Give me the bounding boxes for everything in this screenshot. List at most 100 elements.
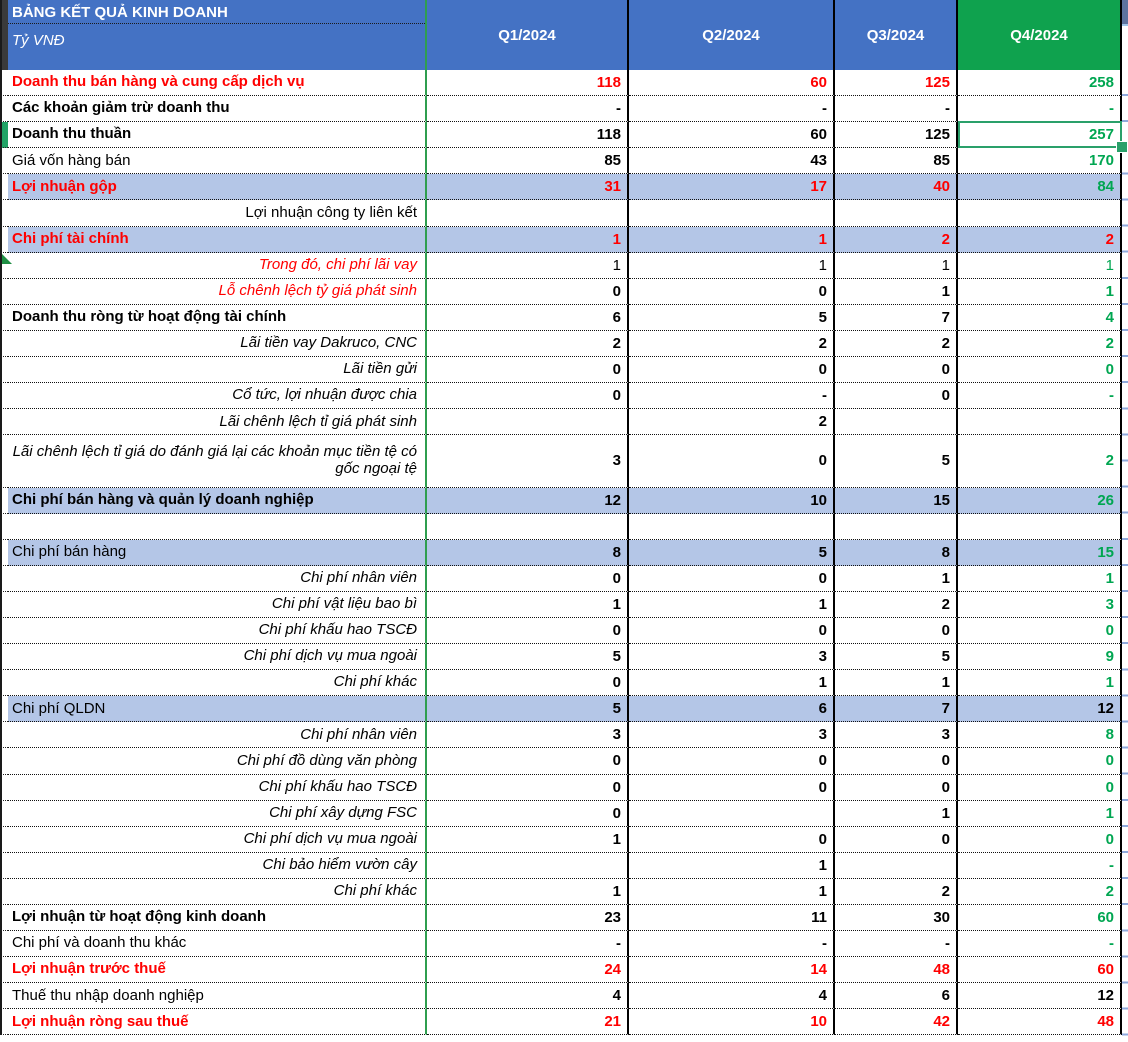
cell-q1[interactable]: 31	[427, 174, 629, 201]
cell-q4[interactable]: 0	[958, 826, 1122, 853]
cell-q2[interactable]: 10	[629, 1009, 835, 1036]
cell-q4[interactable]: -	[958, 96, 1122, 123]
cell-q3[interactable]: 40	[835, 174, 958, 201]
row-label[interactable]: Chi phí đồ dùng văn phòng	[8, 748, 427, 775]
cell-q2[interactable]: 11	[629, 905, 835, 932]
cell-q2[interactable]: 1	[629, 226, 835, 253]
row-label[interactable]: Doanh thu bán hàng và cung cấp dịch vụ	[8, 70, 427, 97]
cell-q2[interactable]: 6	[629, 696, 835, 723]
row-label[interactable]: Lãi chênh lệch tỉ giá do đánh giá lại cá…	[8, 435, 427, 488]
row-label[interactable]: Chi phí khác	[8, 670, 427, 697]
column-header-q2[interactable]: Q2/2024	[629, 0, 835, 70]
cell-q1[interactable]: 5	[427, 644, 629, 671]
cell-q4[interactable]: 15	[958, 539, 1122, 566]
row-label[interactable]: Chi phí bán hàng	[8, 539, 427, 566]
cell-q2[interactable]: 1	[629, 852, 835, 879]
cell-q3[interactable]: 2	[835, 226, 958, 253]
cell-q3[interactable]: 15	[835, 487, 958, 514]
cell-q4[interactable]: 257	[958, 121, 1128, 154]
cell-q3[interactable]: -	[835, 96, 958, 123]
cell-q3[interactable]: 0	[835, 774, 958, 801]
cell-q2[interactable]	[629, 513, 835, 540]
cell-q1[interactable]: 23	[427, 905, 629, 932]
cell-q2[interactable]: 4	[629, 983, 835, 1010]
row-label[interactable]: Lợi nhuận từ hoạt động kinh doanh	[8, 905, 427, 932]
cell-q1[interactable]: 1	[427, 826, 629, 853]
cell-q2[interactable]: 0	[629, 565, 835, 592]
cell-q2[interactable]: 5	[629, 304, 835, 331]
row-label[interactable]: Lợi nhuận gộp	[8, 174, 427, 201]
cell-q1[interactable]: 0	[427, 278, 629, 305]
cell-q1[interactable]: 0	[427, 565, 629, 592]
cell-q1[interactable]: 21	[427, 1009, 629, 1036]
cell-q2[interactable]: 17	[629, 174, 835, 201]
cell-q2[interactable]: 3	[629, 722, 835, 749]
cell-q4[interactable]: 0	[958, 748, 1122, 775]
cell-q3[interactable]	[835, 200, 958, 227]
cell-q1[interactable]: 6	[427, 304, 629, 331]
cell-q2[interactable]	[629, 800, 835, 827]
cell-q1[interactable]: 3	[427, 435, 629, 488]
cell-q2[interactable]: 1	[629, 670, 835, 697]
cell-q1[interactable]: 1	[427, 591, 629, 618]
cell-q4[interactable]: 1	[958, 252, 1122, 279]
cell-q3[interactable]: 0	[835, 826, 958, 853]
row-label[interactable]: Chi phí dịch vụ mua ngoài	[8, 826, 427, 853]
row-label[interactable]: Chi phí khấu hao TSCĐ	[8, 617, 427, 645]
row-label[interactable]: Doanh thu thuần	[8, 122, 427, 149]
row-label[interactable]: Lợi nhuận trước thuế	[8, 957, 427, 984]
cell-q4[interactable]: 1	[958, 670, 1122, 697]
cell-q3[interactable]: 5	[835, 435, 958, 488]
row-label[interactable]: Chi phí vật liệu bao bì	[8, 591, 427, 618]
cell-q4[interactable]	[958, 409, 1122, 436]
row-label[interactable]: Thuế thu nhập doanh nghiệp	[8, 983, 427, 1010]
cell-q4[interactable]	[958, 513, 1122, 540]
cell-q2[interactable]: -	[629, 383, 835, 410]
cell-q4[interactable]: -	[958, 931, 1122, 958]
cell-q2[interactable]: 0	[629, 774, 835, 801]
cell-q3[interactable]	[835, 513, 958, 540]
cell-q2[interactable]: 14	[629, 957, 835, 984]
cell-q1[interactable]: 0	[427, 357, 629, 384]
cell-q2[interactable]: 1	[629, 878, 835, 905]
cell-q1[interactable]: 118	[427, 122, 629, 149]
table-header-cell[interactable]: BẢNG KẾT QUẢ KINH DOANH Tỷ VNĐ	[8, 0, 427, 70]
cell-q3[interactable]: 125	[835, 122, 958, 149]
cell-q4[interactable]: 0	[958, 774, 1122, 801]
row-label[interactable]: Lỗ chênh lệch tỷ giá phát sinh	[8, 278, 427, 305]
row-label[interactable]: Doanh thu ròng từ hoạt động tài chính	[8, 304, 427, 331]
cell-q1[interactable]: 118	[427, 70, 629, 97]
cell-q3[interactable]: 2	[835, 878, 958, 905]
row-label[interactable]: Chi phí tài chính	[8, 226, 427, 253]
cell-q1[interactable]: 0	[427, 774, 629, 801]
cell-q2[interactable]: 2	[629, 409, 835, 436]
cell-q4[interactable]	[958, 200, 1122, 227]
cell-q1[interactable]: 85	[427, 148, 629, 175]
cell-q3[interactable]: -	[835, 931, 958, 958]
row-label[interactable]: Chi phí QLDN	[8, 696, 427, 723]
cell-q3[interactable]: 3	[835, 722, 958, 749]
cell-q3[interactable]	[835, 409, 958, 436]
row-label[interactable]: Chi phí nhân viên	[8, 565, 427, 592]
cell-q2[interactable]: 60	[629, 122, 835, 149]
cell-q3[interactable]: 85	[835, 148, 958, 175]
cell-q3[interactable]: 1	[835, 278, 958, 305]
cell-q3[interactable]: 1	[835, 670, 958, 697]
cell-q2[interactable]: -	[629, 931, 835, 958]
cell-q1[interactable]: 0	[427, 748, 629, 775]
cell-q2[interactable]: 0	[629, 278, 835, 305]
cell-q3[interactable]: 1	[835, 800, 958, 827]
cell-q3[interactable]: 1	[835, 252, 958, 279]
row-label[interactable]: Lãi tiền gửi	[8, 357, 427, 384]
cell-q3[interactable]: 30	[835, 905, 958, 932]
cell-q4[interactable]: 170	[958, 148, 1122, 175]
cell-q3[interactable]: 7	[835, 304, 958, 331]
cell-q3[interactable]: 0	[835, 383, 958, 410]
row-label[interactable]: Lãi chênh lệch tỉ giá phát sinh	[8, 409, 427, 436]
cell-q2[interactable]: 0	[629, 748, 835, 775]
cell-q3[interactable]: 42	[835, 1009, 958, 1036]
cell-q3[interactable]: 8	[835, 539, 958, 566]
row-label[interactable]: Lãi tiền vay Dakruco, CNC	[8, 330, 427, 358]
cell-q2[interactable]: 3	[629, 644, 835, 671]
cell-q1[interactable]: 0	[427, 617, 629, 645]
